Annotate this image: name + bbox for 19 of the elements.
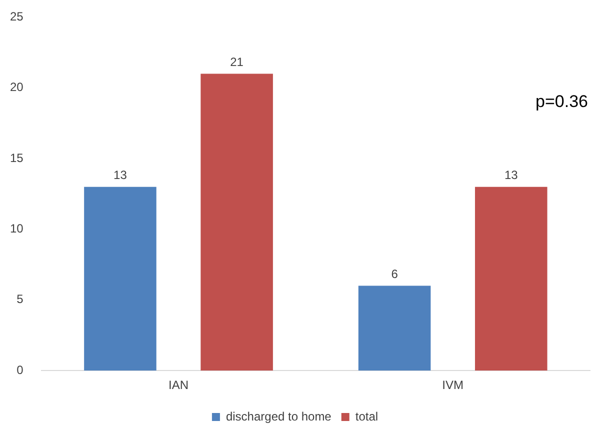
- bar: [474, 186, 548, 371]
- y-tick-label: 15: [10, 150, 24, 165]
- y-tick-label: 20: [10, 80, 24, 94]
- data-label: 13: [114, 168, 128, 182]
- legend-label: total: [355, 409, 378, 424]
- bar: [200, 74, 273, 371]
- x-tick-label: IVM: [442, 378, 464, 392]
- data-label: 13: [504, 168, 518, 182]
- y-tick-label: 25: [10, 10, 24, 24]
- legend-label: discharged to home: [226, 409, 332, 424]
- bar: [84, 186, 156, 371]
- y-tick-label: 0: [16, 362, 24, 377]
- data-label: 21: [230, 55, 244, 70]
- y-tick-label: 5: [16, 292, 24, 306]
- data-label: 6: [391, 267, 398, 282]
- bar: [358, 286, 431, 371]
- x-tick-label: IAN: [168, 378, 189, 392]
- annotation: p=0.36: [536, 92, 588, 111]
- y-tick-label: 10: [10, 222, 24, 236]
